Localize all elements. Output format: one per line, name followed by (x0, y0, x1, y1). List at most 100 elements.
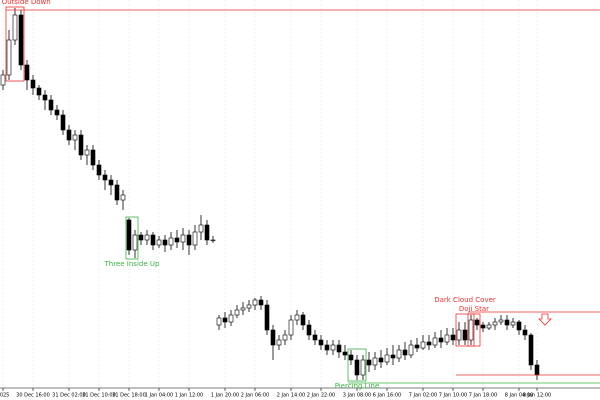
pattern-box (347, 348, 367, 382)
candle-body (486, 324, 492, 329)
candle-body (426, 341, 432, 346)
candle-body (204, 224, 210, 241)
candle-body (30, 79, 36, 89)
candle-body (492, 321, 498, 326)
candle-body (168, 237, 174, 246)
x-tick-label: 1 Jan 20:00 (211, 393, 239, 399)
candle-body (342, 351, 348, 356)
candle-body (102, 174, 108, 181)
candle-body (48, 99, 54, 111)
candle-body (312, 334, 318, 341)
candle-body (156, 239, 162, 246)
candle-body (60, 114, 66, 131)
pattern-box (455, 313, 475, 347)
candle-body (354, 359, 360, 376)
candle-body (150, 234, 156, 246)
candle-body (294, 314, 300, 321)
candle-body (450, 334, 456, 341)
candle-body (528, 334, 534, 366)
candle-body (24, 64, 30, 81)
candle-body (324, 344, 330, 351)
candle-body (372, 357, 378, 366)
candle-body (78, 134, 84, 156)
candle-body (186, 234, 192, 246)
candle-body (108, 179, 114, 186)
candle-body (300, 314, 306, 326)
candle-body (378, 357, 384, 363)
candle-body (348, 354, 354, 361)
candle-body (126, 219, 132, 251)
x-tick-label: 2 Jan 14:00 (277, 393, 305, 399)
candle-body (234, 309, 240, 316)
candle-body (180, 234, 186, 243)
candle-body (516, 321, 522, 331)
candle-body (72, 134, 78, 141)
candle-body (288, 319, 294, 336)
candle-body (120, 194, 126, 201)
candle-body (282, 334, 288, 341)
candle-body (420, 341, 426, 349)
candle-body (366, 359, 372, 366)
x-tick-label: 7 Jan 10:00 (439, 393, 467, 399)
candle-body (0, 74, 6, 86)
candle-body (456, 329, 462, 341)
x-tick-label: 2 Jan 22:00 (307, 393, 335, 399)
sell-arrow (538, 313, 552, 326)
candle-body (438, 337, 444, 343)
candle-body (510, 321, 516, 326)
x-tick-label: 31 Dec 02:00 (52, 393, 86, 399)
candle-body (144, 234, 150, 241)
x-tick-label: 3 Jan 08:00 (343, 393, 371, 399)
candle-body (192, 231, 198, 246)
candle-body (240, 307, 246, 311)
x-tick-label: 8 Jan 04:00 (505, 393, 533, 399)
candle-body (258, 299, 264, 306)
candle-body (246, 304, 252, 309)
candle-body (216, 317, 222, 326)
candle-body (36, 87, 42, 96)
candle-body (66, 129, 72, 141)
candle-body (264, 304, 270, 331)
candle-body (330, 344, 336, 351)
x-tick-label: 1 Jan 04:00 (145, 393, 173, 399)
x-tick-label: 7 Jan 02:00 (409, 393, 437, 399)
candle-body (390, 354, 396, 359)
x-tick-label: 30 Dec 16:00 (16, 393, 50, 399)
pattern-label: Dark Cloud Cover (434, 296, 496, 304)
pattern-label: Piercing Line (335, 382, 380, 390)
candle-body (432, 337, 438, 346)
candle-body (114, 184, 120, 201)
candle-body (174, 237, 180, 243)
candle-body (444, 334, 450, 343)
candle-body (162, 239, 168, 246)
candle-body (132, 234, 138, 251)
candle-body (276, 339, 282, 346)
candle-body (210, 239, 216, 242)
candle-body (84, 149, 90, 156)
candle-body (474, 319, 480, 326)
candle-body (396, 349, 402, 359)
x-tick-label: 8 Jan 12:00 (523, 393, 551, 399)
candle-body (504, 319, 510, 326)
candle-body (402, 349, 408, 356)
candle-body (228, 314, 234, 323)
candle-body (318, 339, 324, 346)
candle-body (54, 109, 60, 116)
candle-body (12, 14, 18, 41)
candle-body (480, 324, 486, 329)
candle-body (462, 329, 468, 341)
candle-body (336, 344, 342, 353)
candle-body (414, 344, 420, 349)
candle-body (198, 224, 204, 233)
candle-body (222, 317, 228, 323)
pattern-label: Three Outside Down (0, 0, 51, 6)
candle-body (96, 164, 102, 176)
candle-body (42, 94, 48, 101)
candle-body (534, 364, 540, 376)
x-tick-label: 7 Jan 18:00 (469, 393, 497, 399)
candle-body (468, 319, 474, 341)
candle-body (384, 354, 390, 363)
